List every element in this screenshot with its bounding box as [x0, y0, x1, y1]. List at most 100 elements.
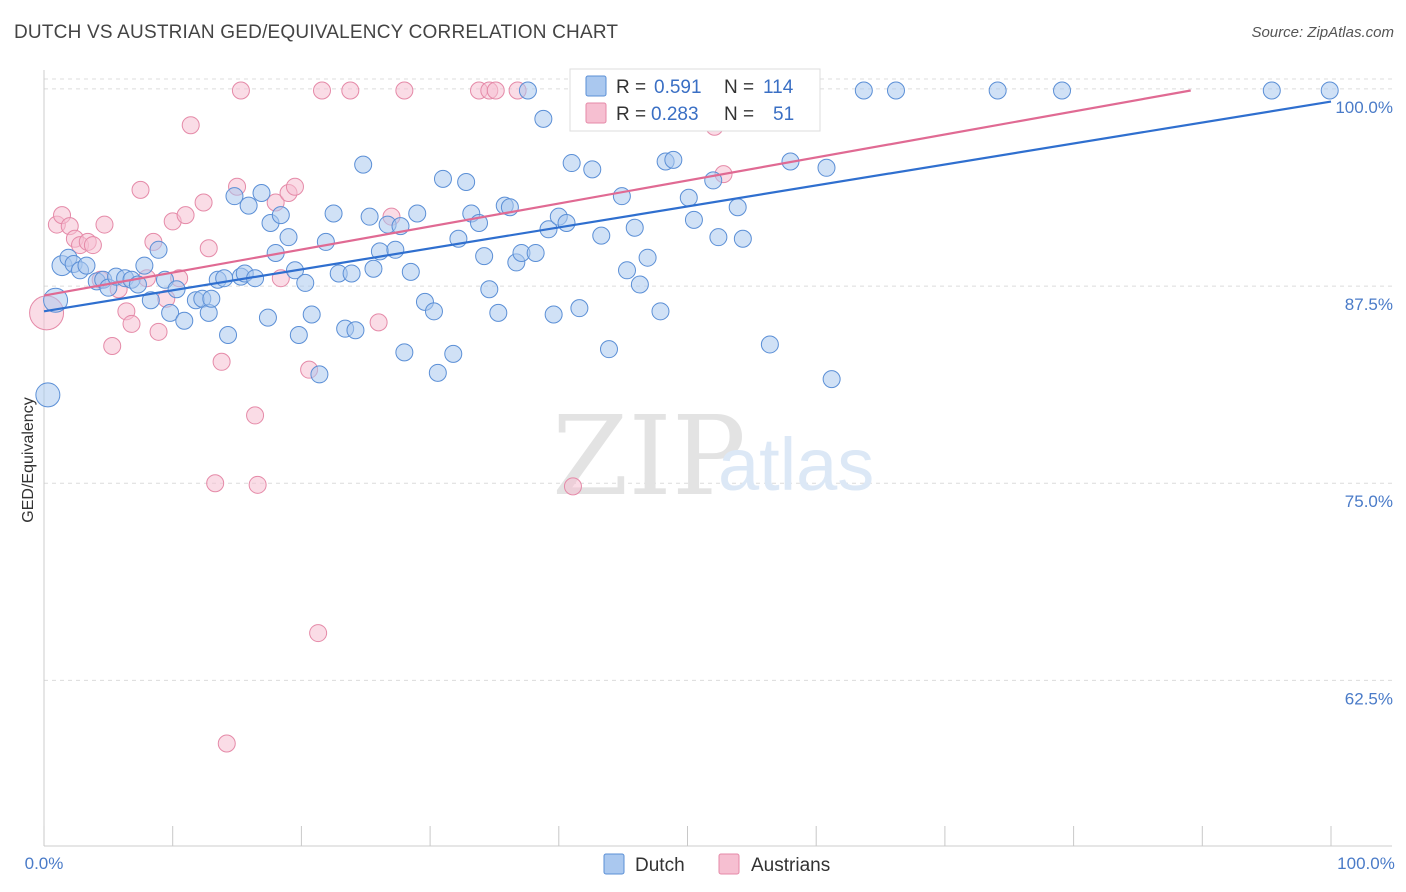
austrian-point: [563, 477, 582, 496]
legend-austrian-swatch: [585, 102, 607, 124]
dutch-point: [433, 169, 452, 188]
y-tick-label: 87.5%: [1345, 295, 1393, 314]
austrian-point: [486, 81, 505, 100]
dutch-point: [401, 262, 420, 281]
dutch-point: [638, 248, 657, 267]
dutch-point: [161, 303, 180, 322]
trend-lines: [43, 89, 1332, 313]
dutch-point: [175, 311, 194, 330]
dutch-point: [354, 155, 373, 174]
dutch-point: [709, 228, 728, 247]
austrian-point: [122, 314, 141, 333]
dutch-point: [35, 382, 61, 408]
dutch-point: [988, 81, 1007, 100]
watermark: ZIP atlas: [552, 392, 874, 520]
dutch-point: [518, 81, 537, 100]
legend-dutch-n-label: N =: [724, 77, 754, 98]
dutch-point: [544, 305, 563, 324]
legend-bottom-austrians-swatch: [718, 853, 740, 875]
dutch-point: [239, 196, 258, 215]
austrian-point: [83, 236, 102, 255]
dutch-point: [625, 218, 644, 237]
austrian-point: [309, 624, 328, 643]
dutch-point: [408, 204, 427, 223]
dutch-point: [817, 158, 836, 177]
dutch-point: [651, 302, 670, 321]
dutch-point: [854, 81, 873, 100]
dutch-point: [679, 188, 698, 207]
dutch-point: [822, 370, 841, 389]
dutch-point: [346, 321, 365, 340]
dutch-point: [141, 291, 160, 310]
dutch-point: [395, 343, 414, 362]
legend-stats-box: [569, 68, 821, 132]
source-label: Source: ZipAtlas.com: [1251, 24, 1394, 41]
dutch-point: [886, 81, 905, 100]
x-tick-label-max: 100.0%: [1337, 854, 1395, 873]
dutch-point: [202, 289, 221, 308]
dutch-point: [135, 256, 154, 275]
dutch-point: [592, 226, 611, 245]
legend-austrian-n-label: N =: [724, 104, 754, 125]
dutch-point: [526, 243, 545, 262]
watermark-zip: ZIP: [552, 392, 746, 520]
dutch-point: [618, 261, 637, 280]
dutch-point: [424, 302, 443, 321]
austrian-point: [199, 239, 218, 258]
dutch-point: [252, 184, 271, 203]
dutch-point: [364, 259, 383, 278]
dutch-point: [360, 207, 379, 226]
austrian-point: [212, 352, 231, 371]
dutch-point: [733, 229, 752, 248]
y-tick-label: 62.5%: [1345, 689, 1393, 708]
dutch-point: [557, 213, 576, 232]
dutch-point: [77, 256, 96, 275]
dutch-point: [630, 275, 649, 294]
dutch-point: [324, 204, 343, 223]
dutch-point: [760, 335, 779, 354]
dutch-point: [225, 187, 244, 206]
legend-austrian-r-label: R =: [616, 104, 646, 125]
dutch-point: [342, 264, 361, 283]
dutch-point: [219, 325, 238, 344]
legend-austrian-n-value: 51: [773, 104, 794, 125]
dutch-point: [428, 363, 447, 382]
austrian-point: [285, 177, 304, 196]
watermark-atlas: atlas: [718, 423, 874, 506]
austrian-point: [312, 81, 331, 100]
austrian-point: [149, 322, 168, 341]
y-tick-labels: 100.0% 87.5% 75.0% 62.5%: [1335, 98, 1393, 708]
dutch-point: [475, 247, 494, 266]
dutch-point: [149, 240, 168, 259]
dutch-point: [444, 344, 463, 363]
legend-stats: R = 0.591 N = 114 R = 0.283 N = 51: [569, 68, 821, 132]
dutch-point: [1053, 81, 1072, 100]
austrian-point: [231, 81, 250, 100]
dutch-point: [570, 299, 589, 318]
dutch-point: [215, 269, 234, 288]
austrian-point: [103, 337, 122, 356]
x-ticks: [43, 826, 1332, 846]
dutch-point: [279, 228, 298, 247]
dutch-point: [599, 340, 618, 359]
dutch-point: [271, 206, 290, 225]
y-axis-title: GED/Equivalency: [20, 397, 37, 522]
legend-dutch-r-value: 0.591: [654, 77, 702, 98]
austrian-point: [194, 193, 213, 212]
legend-series: Dutch Austrians: [603, 853, 830, 876]
austrian-point: [176, 206, 195, 225]
dutch-point: [480, 280, 499, 299]
dutch-point: [684, 210, 703, 229]
dutch-point: [316, 232, 335, 251]
dutch-point: [296, 273, 315, 292]
dutch-point: [289, 325, 308, 344]
austrian-point: [369, 313, 388, 332]
dutch-point: [1262, 81, 1281, 100]
dutch-point: [728, 198, 747, 217]
dutch-point: [562, 154, 581, 173]
dutch-trend-line: [43, 100, 1332, 313]
y-tick-label: 100.0%: [1335, 98, 1393, 117]
legend-dutch-r-label: R =: [616, 77, 646, 98]
austrian-point: [206, 474, 225, 493]
